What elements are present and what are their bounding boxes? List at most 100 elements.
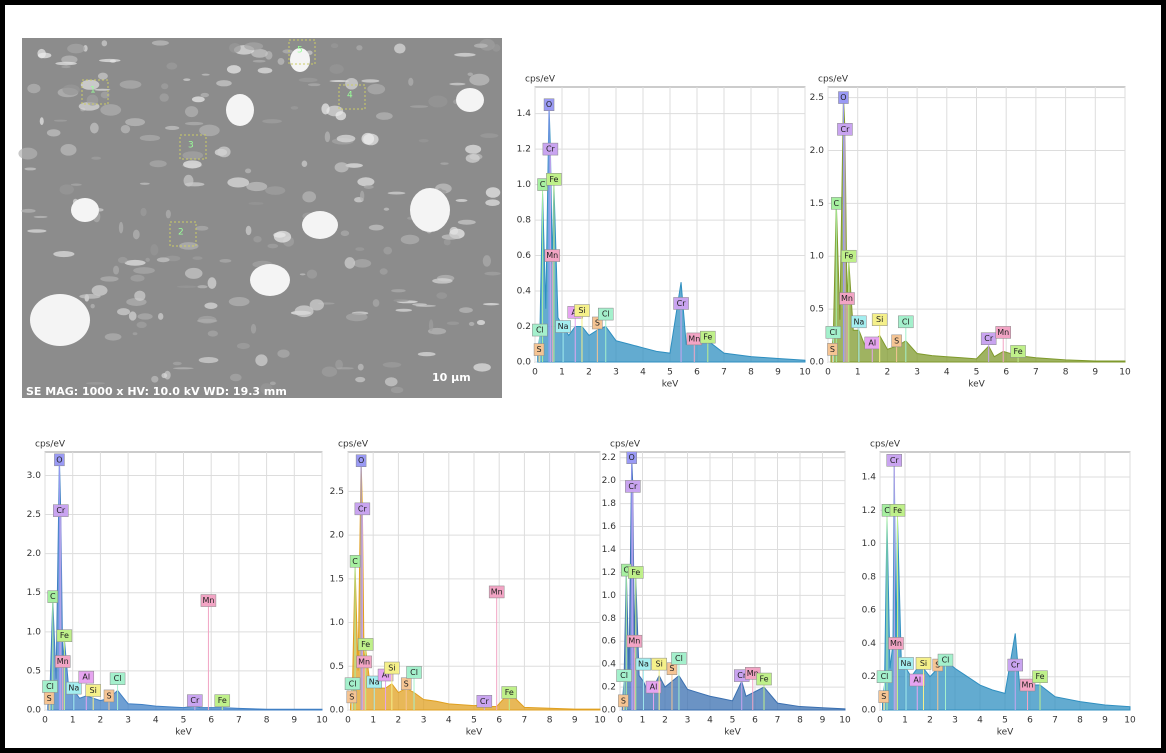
x-tick-label: 0 xyxy=(825,368,831,378)
sem-texture xyxy=(98,73,108,80)
sem-texture xyxy=(391,387,403,393)
sem-texture xyxy=(373,299,380,307)
y-tick-label: 0.4 xyxy=(602,660,617,670)
y-tick-label: 1.4 xyxy=(517,109,532,119)
sem-texture xyxy=(91,157,101,160)
sem-texture xyxy=(119,222,123,234)
x-tick-label: 0 xyxy=(877,716,883,726)
sem-marker: 4 xyxy=(347,91,353,101)
sem-texture xyxy=(197,285,207,288)
sem-particle xyxy=(302,211,338,239)
x-tick-label: 9 xyxy=(572,716,578,726)
sem-texture xyxy=(201,93,210,97)
sem-texture xyxy=(308,83,321,86)
x-tick-label: 3 xyxy=(421,716,427,726)
sem-texture xyxy=(199,125,220,136)
x-tick-label: 2 xyxy=(586,368,592,378)
peak-label: Fe xyxy=(549,175,558,184)
sem-texture xyxy=(71,184,82,186)
sem-texture xyxy=(255,354,267,366)
sem-texture xyxy=(60,144,76,156)
x-tick-label: 5 xyxy=(667,368,673,378)
sem-texture xyxy=(140,135,160,141)
x-tick-label: 9 xyxy=(775,368,781,378)
sem-texture xyxy=(227,65,241,74)
sem-texture xyxy=(486,187,500,197)
sem-texture xyxy=(331,43,338,48)
sem-texture xyxy=(300,273,306,275)
sem-texture xyxy=(185,122,203,125)
sem-texture xyxy=(468,73,473,76)
sem-texture xyxy=(133,267,155,274)
sem-texture xyxy=(227,177,249,187)
peak-label: Fe xyxy=(759,675,768,684)
peak-label: Cr xyxy=(480,697,490,706)
peak-label: Cl xyxy=(410,668,418,677)
sem-texture xyxy=(418,352,436,356)
peak-label: Na xyxy=(901,659,912,668)
y-tick-label: 0.5 xyxy=(27,666,41,676)
sem-texture xyxy=(140,208,146,216)
sem-texture xyxy=(91,304,95,309)
peak-label: Si xyxy=(876,315,883,324)
y-tick-label: 0.2 xyxy=(517,322,531,332)
sem-texture xyxy=(59,184,73,194)
sem-texture xyxy=(246,226,252,235)
y-tick-label: 0.2 xyxy=(862,672,876,682)
peak-label: Al xyxy=(650,683,658,692)
sem-texture xyxy=(355,247,364,251)
y-tick-label: 2.5 xyxy=(330,487,344,497)
sem-texture xyxy=(18,148,37,160)
sem-texture xyxy=(53,251,74,257)
sem-texture xyxy=(158,313,163,320)
sem-texture xyxy=(410,105,428,108)
sem-texture xyxy=(185,268,203,279)
x-tick-label: 10 xyxy=(1124,716,1136,726)
y-tick-label: 0.6 xyxy=(862,606,877,616)
y-tick-label: 1.0 xyxy=(862,539,877,549)
sem-texture xyxy=(396,309,412,312)
y-tick-label: 1.6 xyxy=(602,522,617,532)
x-tick-label: 0 xyxy=(617,716,623,726)
y-tick-label: 1.4 xyxy=(602,545,617,555)
sem-texture xyxy=(216,80,232,86)
y-tick-label: 0.2 xyxy=(602,683,616,693)
y-tick-label: 1.4 xyxy=(862,472,877,482)
peak-label: Fe xyxy=(1014,347,1023,356)
sem-texture xyxy=(183,160,202,168)
y-tick-label: 2.2 xyxy=(602,453,616,463)
x-tick-label: 4 xyxy=(446,716,452,726)
sem-texture xyxy=(282,49,292,53)
y-tick-label: 2.0 xyxy=(602,476,617,486)
x-tick-label: 7 xyxy=(236,716,242,726)
sem-texture xyxy=(199,357,219,363)
y-tick-label: 1.5 xyxy=(810,199,824,209)
y-tick-label: 1.8 xyxy=(602,499,617,509)
peak-label: Fe xyxy=(505,688,514,697)
x-tick-label: 1 xyxy=(902,716,908,726)
x-tick-label: 6 xyxy=(1027,716,1033,726)
peak-label: Fe xyxy=(361,640,370,649)
sem-texture xyxy=(208,277,217,289)
peak-label: S xyxy=(404,679,409,688)
x-tick-label: 5 xyxy=(730,716,736,726)
x-tick-label: 7 xyxy=(1033,368,1039,378)
x-tick-label: 3 xyxy=(685,716,691,726)
sem-texture xyxy=(391,289,406,292)
sem-texture xyxy=(480,133,498,138)
peak-label: C xyxy=(540,180,546,189)
sem-texture xyxy=(262,119,282,123)
x-tick-label: 10 xyxy=(316,716,328,726)
sem-texture xyxy=(341,230,349,236)
peak-label: Na xyxy=(853,317,864,326)
peak-label: O xyxy=(840,93,846,102)
sem-particle xyxy=(250,264,290,296)
sem-texture xyxy=(100,104,121,116)
x-tick-label: 4 xyxy=(640,368,646,378)
sem-texture xyxy=(436,292,447,299)
sem-texture xyxy=(322,367,337,377)
sem-texture xyxy=(253,236,261,242)
sem-texture xyxy=(360,191,364,201)
sem-texture xyxy=(34,216,48,218)
peak-label: Fe xyxy=(893,506,902,515)
